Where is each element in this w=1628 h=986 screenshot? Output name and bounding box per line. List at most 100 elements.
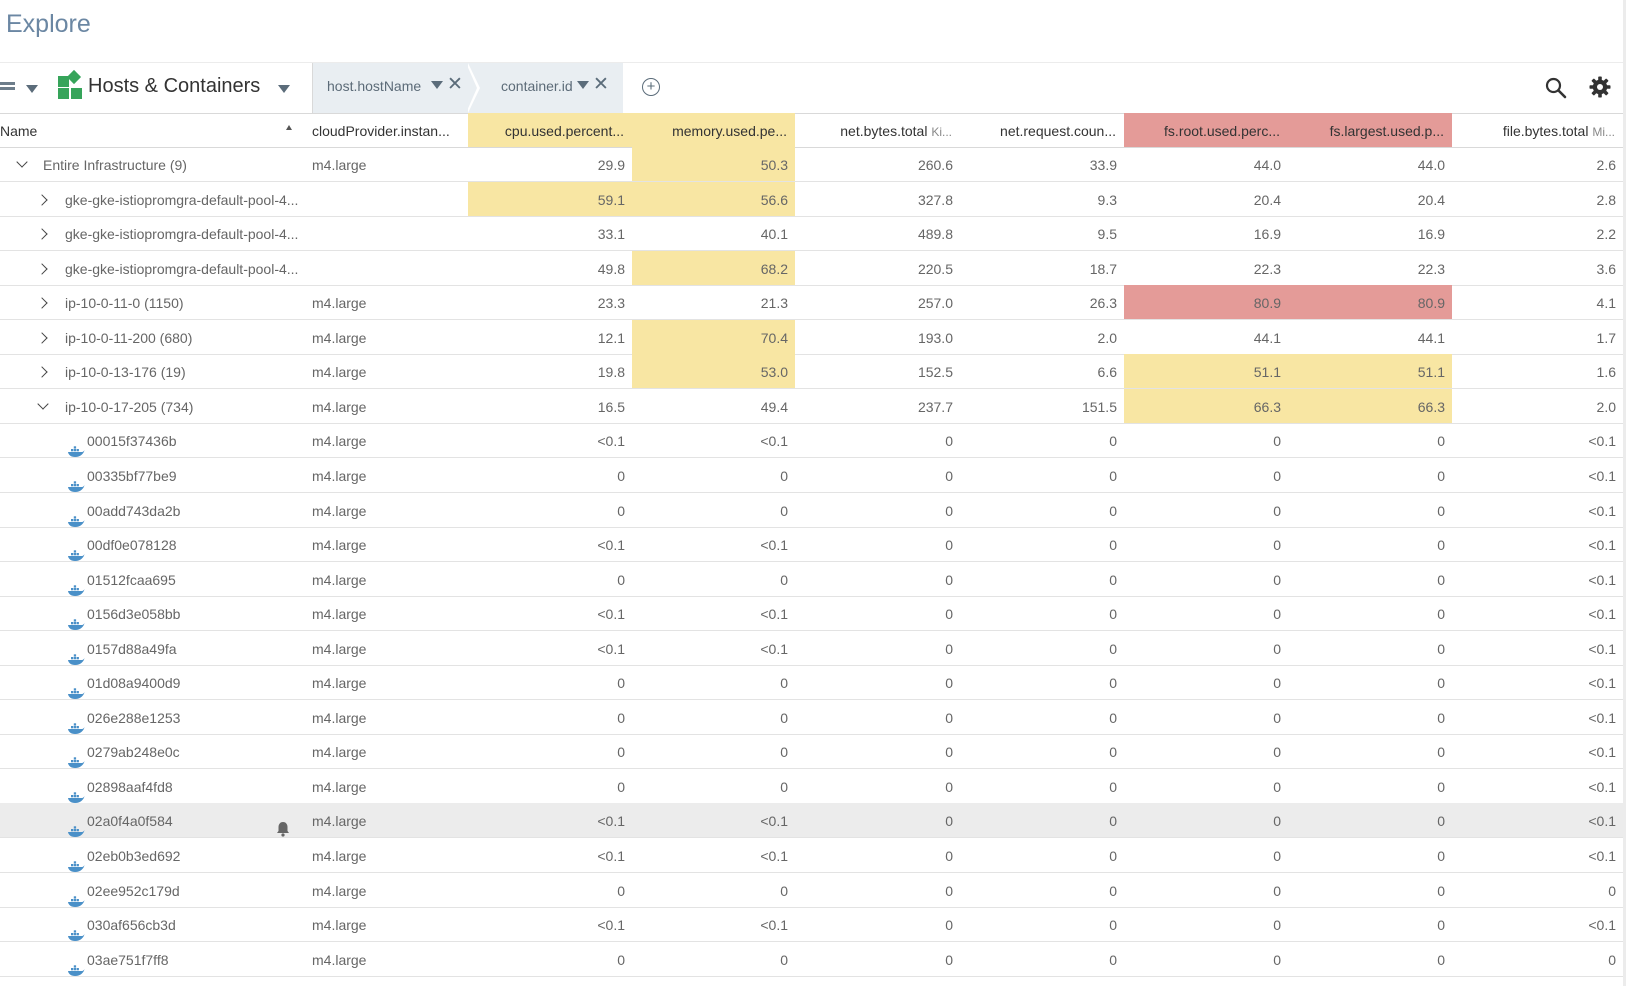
container-row[interactable]: 03ae751f7ff8 m4.large 0 0 0 0 0 0 0 — [0, 942, 1623, 977]
column-header[interactable]: cloudProvider.instan... — [312, 113, 468, 147]
provider-cell: m4.large — [312, 571, 367, 588]
expand-icon[interactable] — [36, 366, 48, 378]
metric-cell: 29.9 — [597, 157, 625, 173]
metric-cell: 49.4 — [760, 398, 788, 415]
list-view-icon[interactable] — [0, 82, 15, 95]
chevron-down-icon[interactable] — [577, 81, 589, 89]
metric-cell: 237.7 — [917, 398, 953, 415]
table-row[interactable]: ip-10-0-13-176 (19) m4.large 19.8 53.0 152.5… — [0, 354, 1623, 390]
metric-cell: 0 — [617, 709, 625, 726]
row-name[interactable]: 0156d3e058bb — [87, 606, 181, 623]
row-name[interactable]: 0157d88a49fa — [87, 640, 177, 657]
row-name[interactable]: 00df0e078128 — [87, 537, 177, 554]
row-name[interactable]: Entire Infrastructure (9) — [43, 157, 187, 173]
column-header[interactable]: net.bytes.total Ki... — [795, 113, 960, 147]
container-row[interactable]: 02ee952c179d m4.large 0 0 0 0 0 0 0 — [0, 873, 1623, 908]
container-row[interactable]: 02eb0b3ed692 m4.large <0.1 <0.1 0 0 0 0 <0.1 — [0, 838, 1623, 873]
table-row[interactable]: Entire Infrastructure (9) m4.large 29.9 50.… — [0, 147, 1623, 182]
search-icon[interactable] — [1545, 77, 1567, 99]
docker-container-icon — [67, 643, 85, 665]
workspace-selector[interactable]: Hosts & Containers — [88, 75, 261, 97]
container-row[interactable]: 00015f37436b m4.large <0.1 <0.1 0 0 0 0 <0.1 — [0, 423, 1623, 459]
column-header[interactable]: file.bytes.total Mi... — [1452, 113, 1623, 147]
row-name[interactable]: gke-gke-istiopromgra-default-pool-4... — [65, 260, 299, 277]
row-name[interactable]: 03ae751f7ff8 — [87, 951, 169, 968]
table-row[interactable]: gke-gke-istiopromgra-default-pool-4... 33… — [0, 216, 1623, 252]
metric-cell: 0 — [1273, 675, 1281, 692]
workspace-dropdown-icon[interactable] — [278, 85, 290, 93]
row-name[interactable]: ip-10-0-13-176 (19) — [65, 364, 186, 381]
column-header[interactable]: Name — [0, 113, 312, 147]
container-row[interactable]: 026e288e1253 m4.large 0 0 0 0 0 0 <0.1 — [0, 700, 1623, 735]
chevron-down-icon[interactable] — [431, 81, 443, 89]
row-name[interactable]: 01512fcaa695 — [87, 571, 176, 588]
container-row[interactable]: 00335bf77be9 m4.large 0 0 0 0 0 0 <0.1 — [0, 458, 1623, 493]
metric-cell: 51.1 — [1124, 354, 1288, 389]
metric-cell: 19.8 — [597, 364, 625, 381]
row-name[interactable]: 00015f37436b — [87, 433, 177, 450]
row-name[interactable]: 01d08a9400d9 — [87, 675, 181, 692]
column-header[interactable]: net.request.coun... — [960, 113, 1124, 147]
close-icon[interactable]: ✕ — [593, 74, 609, 95]
metric-cell: 0 — [945, 848, 953, 864]
column-header[interactable]: fs.largest.used.p... — [1288, 113, 1452, 147]
provider-cell: m4.large — [312, 606, 367, 623]
expand-icon[interactable] — [36, 332, 48, 344]
column-header-label: Name — [0, 123, 38, 139]
column-header-label: fs.root.used.perc... — [1164, 123, 1280, 139]
metric-cell: 16.9 — [1253, 226, 1281, 243]
container-row[interactable]: 00df0e078128 m4.large <0.1 <0.1 0 0 0 0 <0.1 — [0, 527, 1623, 563]
gear-icon[interactable] — [1588, 75, 1612, 99]
close-icon[interactable]: ✕ — [447, 74, 463, 95]
container-row[interactable]: 030af656cb3d m4.large <0.1 <0.1 0 0 0 0 <0.1 — [0, 907, 1623, 943]
column-header[interactable]: cpu.used.percent... — [468, 113, 632, 147]
bell-icon[interactable] — [276, 814, 290, 838]
container-row[interactable]: 02a0f4a0f584 m4.large <0.1 <0.1 0 0 0 0 <0.1 — [0, 803, 1623, 839]
table-row[interactable]: gke-gke-istiopromgra-default-pool-4... 59… — [0, 181, 1623, 217]
row-name[interactable]: 0279ab248e0c — [87, 744, 180, 761]
row-name[interactable]: ip-10-0-17-205 (734) — [65, 398, 194, 415]
row-name[interactable]: ip-10-0-11-0 (1150) — [65, 295, 184, 312]
expand-icon[interactable] — [36, 228, 48, 240]
metric-cell: 0 — [1273, 571, 1281, 588]
container-row[interactable]: 01512fcaa695 m4.large 0 0 0 0 0 0 <0.1 — [0, 562, 1623, 597]
groupby-chip-container[interactable]: container.id — [501, 78, 573, 94]
container-row[interactable]: 02898aaf4fd8 m4.large 0 0 0 0 0 0 <0.1 — [0, 769, 1623, 804]
row-name[interactable]: gke-gke-istiopromgra-default-pool-4... — [65, 226, 299, 243]
groupby-chip-hostname[interactable]: host.hostName — [327, 78, 422, 94]
row-name[interactable]: 02ee952c179d — [87, 882, 180, 899]
collapse-icon[interactable] — [37, 398, 49, 410]
table-row[interactable]: ip-10-0-11-0 (1150) m4.large 23.3 21.3 257.0… — [0, 285, 1623, 321]
row-name[interactable]: 02898aaf4fd8 — [87, 778, 173, 795]
sort-ascending-icon[interactable] — [286, 125, 292, 130]
expand-icon[interactable] — [36, 193, 48, 206]
container-row[interactable]: 01d08a9400d9 m4.large 0 0 0 0 0 0 <0.1 — [0, 665, 1623, 701]
container-row[interactable]: 0156d3e058bb m4.large <0.1 <0.1 0 0 0 0 <0.1 — [0, 596, 1623, 632]
metric-cell: 193.0 — [917, 329, 953, 346]
container-row[interactable]: 00add743da2b m4.large 0 0 0 0 0 0 <0.1 — [0, 493, 1623, 528]
metric-cell: 0 — [945, 744, 953, 761]
metric-cell: 0 — [780, 571, 788, 588]
metric-cell: 22.3 — [1417, 260, 1445, 277]
row-name[interactable]: 00add743da2b — [87, 502, 181, 519]
row-name[interactable]: 030af656cb3d — [87, 917, 176, 934]
column-header[interactable]: fs.root.used.perc... — [1124, 113, 1288, 147]
row-name[interactable]: 02a0f4a0f584 — [87, 813, 173, 830]
expand-icon[interactable] — [36, 297, 48, 309]
table-row[interactable]: ip-10-0-17-205 (734) m4.large 16.5 49.4 237.… — [0, 388, 1623, 424]
row-name[interactable]: 00335bf77be9 — [87, 467, 177, 484]
table-row[interactable]: ip-10-0-11-200 (680) m4.large 12.1 70.4 193.… — [0, 319, 1623, 355]
expand-icon[interactable] — [36, 262, 48, 275]
row-name[interactable]: 026e288e1253 — [87, 709, 181, 726]
row-name[interactable]: ip-10-0-11-200 (680) — [65, 329, 193, 346]
collapse-icon[interactable] — [16, 156, 28, 168]
column-header[interactable]: memory.used.pe... — [632, 113, 795, 147]
table-row[interactable]: gke-gke-istiopromgra-default-pool-4... 49… — [0, 250, 1623, 286]
chevron-down-icon[interactable] — [26, 85, 38, 93]
add-circle-icon[interactable]: + — [642, 78, 660, 96]
row-name[interactable]: gke-gke-istiopromgra-default-pool-4... — [65, 191, 299, 208]
container-row[interactable]: 0279ab248e0c m4.large 0 0 0 0 0 0 <0.1 — [0, 734, 1623, 770]
row-name[interactable]: 02eb0b3ed692 — [87, 848, 181, 864]
container-row[interactable]: 0157d88a49fa m4.large <0.1 <0.1 0 0 0 0 <0.1 — [0, 631, 1623, 666]
provider-cell: m4.large — [312, 467, 367, 484]
